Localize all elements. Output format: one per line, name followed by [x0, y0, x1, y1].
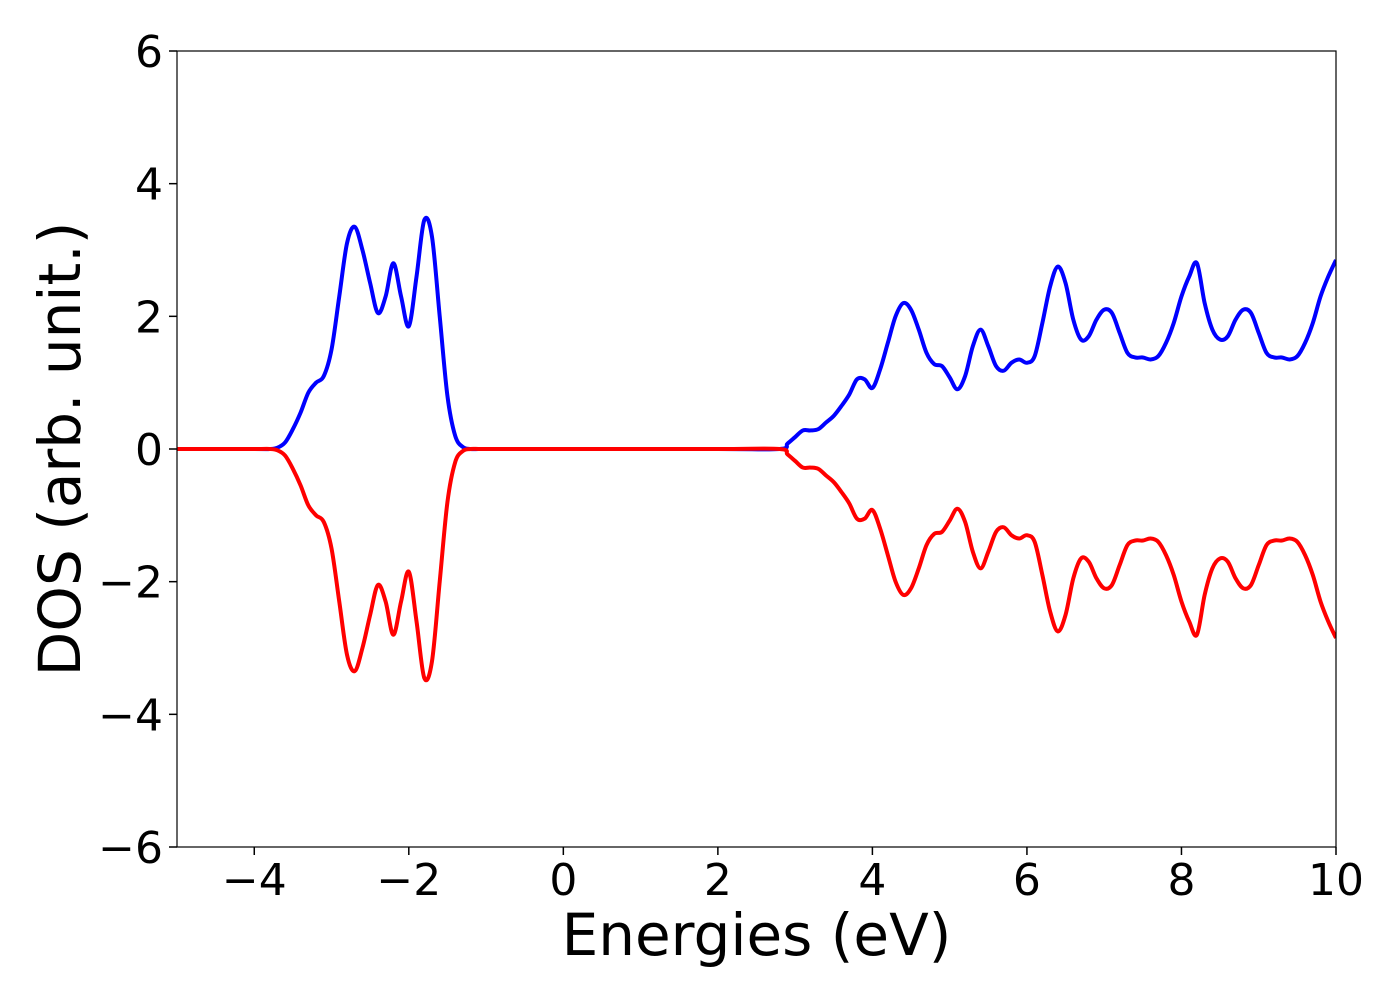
x-axis-label: Energies (eV) — [562, 901, 952, 969]
y-tick-label: 0 — [135, 425, 163, 476]
y-tick-label: −4 — [98, 690, 163, 741]
y-tick-label: 4 — [135, 160, 163, 211]
y-tick-label: 2 — [135, 292, 163, 343]
series-layer — [177, 215, 1336, 683]
x-tick-label: −4 — [222, 855, 287, 906]
y-tick-label: −2 — [98, 558, 163, 609]
y-tick-label: −6 — [98, 823, 163, 874]
x-axis: −4 −2 0 2 4 6 8 10 — [222, 847, 1364, 906]
x-tick-label: −2 — [376, 855, 441, 906]
x-tick-label: 6 — [1013, 855, 1041, 906]
x-tick-label: 2 — [704, 855, 732, 906]
y-axis: −6 −4 −2 0 2 4 6 — [98, 27, 177, 874]
x-tick-label: 0 — [549, 855, 577, 906]
x-tick-label: 10 — [1308, 855, 1364, 906]
y-axis-label: DOS (arb. unit.) — [26, 222, 94, 677]
x-tick-label: 4 — [858, 855, 886, 906]
series-line-red — [177, 446, 1336, 683]
series-line-blue — [177, 215, 1336, 452]
y-tick-label: 6 — [135, 27, 163, 78]
x-tick-label: 8 — [1167, 855, 1195, 906]
